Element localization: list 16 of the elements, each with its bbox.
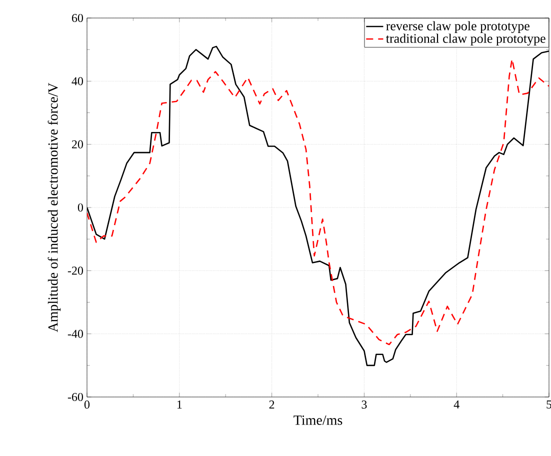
y-tick-label: 20 [72,140,84,148]
y-tick-label: 60 [72,14,84,22]
x-tick-label: 0 [84,400,90,409]
legend-label: traditional claw pole prototype [386,34,546,46]
y-tick-label: 40 [72,77,84,86]
y-tick-label: 0 [78,203,84,212]
legend-label: reverse claw pole prototype [386,21,530,34]
x-tick-label: 3 [362,400,367,409]
y-axis-title: Amplitude of induced electromotive force/V [48,82,61,332]
x-tick-label: 1 [177,400,182,408]
x-tick-label: 2 [269,400,274,408]
x-tick-label: 4 [454,400,460,408]
y-tick-label: -20 [68,266,84,275]
x-axis-title: Time/ms [294,416,342,425]
y-tick-label: -60 [68,392,84,402]
y-tick-label: -40 [68,330,84,338]
